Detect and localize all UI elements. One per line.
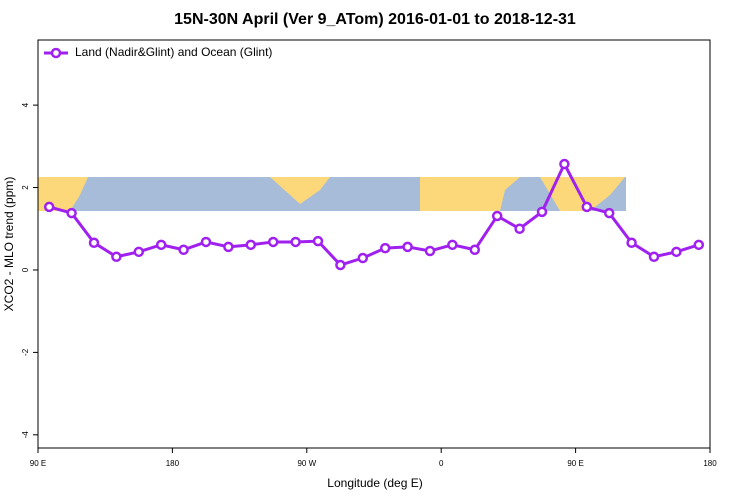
data-point — [626, 237, 637, 249]
data-point — [402, 241, 413, 253]
data-point — [671, 246, 682, 258]
data-point — [267, 236, 279, 248]
data-point — [693, 239, 705, 251]
x-tick-label: 90 W — [297, 459, 316, 468]
x-tick-label: 180 — [703, 459, 717, 468]
data-point — [335, 259, 346, 271]
data-point — [178, 244, 189, 256]
data-point — [66, 207, 77, 219]
data-point — [603, 207, 615, 219]
data-point — [43, 201, 55, 213]
data-point — [648, 251, 660, 263]
data-point — [88, 237, 100, 249]
x-axis-label: Longitude (deg E) — [327, 476, 422, 490]
data-point — [200, 236, 212, 248]
y-tick-label: -4 — [21, 431, 30, 439]
data-point — [111, 251, 122, 263]
data-point — [514, 223, 525, 235]
data-point — [559, 158, 570, 170]
data-point — [155, 239, 167, 251]
plot-frame — [37, 39, 711, 449]
y-tick-label: 2 — [21, 185, 30, 190]
data-point — [290, 236, 301, 248]
x-tick-label: 90 E — [30, 459, 46, 468]
chart-title: 15N-30N April (Ver 9_ATom) 2016-01-01 to… — [174, 11, 576, 28]
data-point — [133, 246, 145, 258]
data-point — [223, 241, 234, 253]
y-tick-label: 4 — [21, 102, 30, 107]
legend-label: Land (Nadir&Glint) and Ocean (Glint) — [75, 45, 272, 59]
legend-marker — [50, 47, 62, 59]
x-tick-label: 90 E — [567, 459, 583, 468]
y-tick-label: -2 — [21, 348, 30, 356]
data-point — [245, 239, 257, 251]
y-axis-label: XCO2 - MLO trend (ppm) — [2, 177, 16, 312]
x-tick-label: 180 — [166, 459, 180, 468]
y-tick-label: 0 — [21, 267, 30, 272]
map-band — [38, 177, 626, 211]
data-point — [357, 252, 369, 264]
data-point — [447, 239, 458, 251]
data-point — [312, 235, 324, 247]
data-point — [379, 242, 391, 254]
data-point — [469, 244, 481, 256]
x-tick-label: 0 — [439, 459, 444, 468]
data-point — [491, 210, 503, 222]
data-point — [424, 245, 436, 257]
data-point — [536, 206, 548, 218]
data-point — [581, 201, 593, 213]
